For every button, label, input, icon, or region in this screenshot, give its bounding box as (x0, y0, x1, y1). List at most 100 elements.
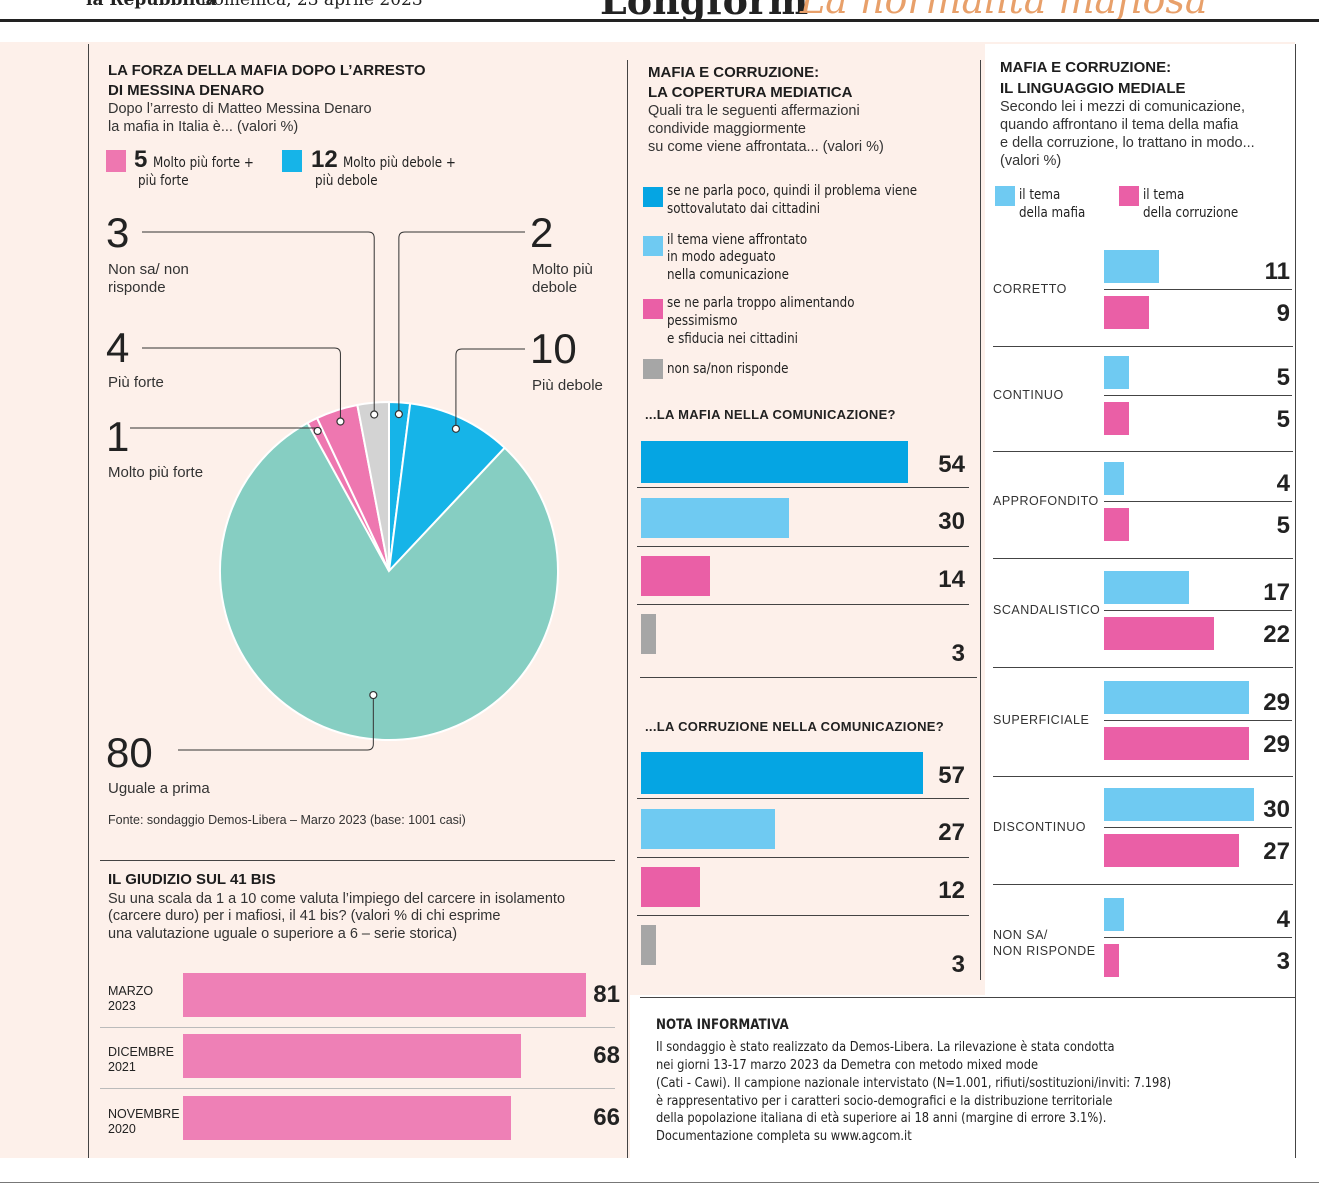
lin-inner-rule (1104, 501, 1292, 502)
lin-bar-corruzione (1104, 296, 1149, 329)
cop-legend-swatch-1 (643, 187, 663, 207)
lin-category-label: DISCONTINUO (993, 820, 1086, 834)
pie-summary-pink-swatch (106, 150, 126, 172)
cop-legend-1-l1: se ne parla poco, quindi il problema vie… (667, 183, 918, 199)
pie-slice-uguale (219, 421, 559, 741)
lin-inner-rule (1104, 395, 1292, 396)
nota-bg (630, 995, 1295, 1158)
lin-row-rule (993, 776, 1293, 777)
bis-row-rule (100, 1088, 615, 1089)
cop-value: 30 (938, 508, 965, 535)
newspaper-date: Domenica, 23 aprile 2023 (200, 0, 423, 10)
pie-summary-right-label2: più debole (315, 173, 378, 189)
pie-summary-left-label2: più forte (138, 173, 189, 189)
nota-line-2: nei giorni 13-17 marzo 2023 da Demetra c… (656, 1057, 1039, 1073)
bis-value: 81 (593, 981, 620, 1008)
bis-sub-2: (carcere duro) per i mafiosi, il 41 bis?… (108, 908, 501, 924)
divider-mid (627, 60, 628, 1158)
nota-title: NOTA INFORMATIVA (656, 1017, 789, 1033)
lin-value-corruzione: 5 (1276, 512, 1290, 539)
cop-bar (641, 809, 775, 849)
lin-row-rule (993, 667, 1293, 668)
lin-legend-swatch-mafia (995, 186, 1015, 206)
cop-legend-3-l3: e sfiducia nei cittadini (667, 331, 798, 347)
pie-source: Fonte: sondaggio Demos-Libera – Marzo 20… (108, 813, 466, 827)
pie-label-name-piudebole: Più debole (532, 377, 603, 394)
cop-legend-swatch-2 (643, 236, 663, 256)
pie-label-value-nonsa: 3 (106, 209, 130, 256)
cop-value: 12 (938, 877, 965, 904)
nota-top-rule (640, 997, 1295, 998)
pie-title-2: DI MESSINA DENARO (108, 82, 265, 99)
pie-leader-moltoforte-dot (313, 426, 322, 436)
lin-bar-mafia (1104, 462, 1124, 495)
cop-row-rule (637, 798, 969, 799)
bis-bar (183, 1096, 512, 1140)
bis-title: IL GIUDIZIO SUL 41 BIS (108, 871, 276, 888)
lin-bar-corruzione (1104, 944, 1119, 977)
lin-bar-mafia (1104, 788, 1254, 821)
lin-inner-rule (1104, 827, 1292, 828)
pie-leader-nonsa (142, 231, 375, 415)
pie-label-value-moltodebole: 2 (530, 209, 554, 256)
cop-value: 14 (938, 566, 965, 593)
pie-subtitle-2: la mafia in Italia è... (valori %) (108, 119, 299, 135)
bis-category-label: 2023 (108, 999, 136, 1013)
lin-bar-corruzione (1104, 402, 1129, 435)
cop-sub-1: Quali tra le seguenti affermazioni (648, 103, 860, 119)
lin-category-label: SUPERFICIALE (993, 713, 1090, 727)
cop-title-1: MAFIA E CORRUZIONE: (648, 64, 820, 81)
cop-bar (641, 752, 923, 794)
section-title: Longform (600, 0, 808, 19)
lin-bar-mafia (1104, 681, 1249, 714)
section-subtitle: La normalità mafiosa (800, 0, 1208, 22)
divider-left (88, 44, 89, 1158)
cop-value: 54 (938, 451, 965, 478)
pie-leader-piudebole-dot (451, 424, 461, 433)
nota-line-6: Documentazione completa su www.agcom.it (656, 1128, 912, 1144)
pie-label-name-uguale: Uguale a prima (108, 780, 210, 797)
pie-leader-nonsa-dot (370, 410, 379, 419)
lin-value-mafia: 5 (1276, 364, 1290, 391)
lin-value-mafia: 29 (1263, 689, 1290, 716)
bis-category-label: NOVEMBRE (108, 1107, 180, 1121)
lin-legend-swatch-corruzione (1119, 186, 1139, 206)
lin-category-label: NON SA/ (993, 928, 1048, 942)
lin-legend-corruzione-1: il tema (1143, 187, 1185, 203)
nota-line-1: Il sondaggio è stato realizzato da Demos… (656, 1039, 1115, 1055)
cop-bar (641, 614, 656, 654)
nota-line-4: è rappresentativo per i caratteri socio-… (656, 1093, 1113, 1109)
nota-line-5: della popolazione italiana di età superi… (656, 1110, 1107, 1126)
pie-label-name-piuforte: Più forte (108, 374, 164, 391)
pie-label-name-moltodebole: Molto più debole (532, 261, 593, 296)
cop-legend-swatch-4 (643, 359, 663, 379)
cop-legend-3-l1: se ne parla troppo alimentando (667, 295, 855, 311)
lin-row-rule (993, 451, 1293, 452)
lin-value-corruzione: 29 (1263, 731, 1290, 758)
lin-bar-mafia (1104, 898, 1124, 931)
cop-legend-2-l3: nella comunicazione (667, 267, 789, 283)
pie-label-name-nonsa: Non sa/ non risponde (108, 261, 189, 296)
bis-category-label: 2020 (108, 1122, 136, 1136)
pie-summary-right-value: 12 (311, 146, 338, 173)
newspaper-brand: la Repubblica (86, 0, 217, 10)
bis-category-label: DICEMBRE (108, 1045, 174, 1059)
newspaper-header: la Repubblica Domenica, 23 aprile 2023 L… (0, 0, 1319, 22)
pie-leader-piuforte-dot (336, 417, 345, 426)
pie-label-value-piudebole: 10 (530, 325, 577, 372)
pie-leader-moltodebole (398, 231, 525, 415)
cop-bar (641, 441, 908, 483)
pie-label-value-uguale: 80 (106, 729, 153, 776)
pie-label-value-moltoforte: 1 (106, 413, 130, 460)
cop-q1-heading: ...LA MAFIA NELLA COMUNICAZIONE? (645, 407, 896, 422)
pie-subtitle-1: Dopo l’arresto di Matteo Messina Denaro (108, 101, 372, 117)
bis-bar (183, 1034, 522, 1078)
cop-row-rule (637, 604, 969, 605)
cop-legend-2-l1: il tema viene affrontato (667, 232, 808, 248)
cop-row-rule (637, 546, 969, 547)
cop-legend-4-l1: non sa/non risponde (667, 361, 789, 377)
pie-label-value-piuforte: 4 (106, 324, 130, 371)
pie-leader-uguale (178, 695, 374, 751)
pie-slice-piu-debole (387, 402, 507, 574)
pie-leader-uguale-dot (369, 690, 378, 700)
